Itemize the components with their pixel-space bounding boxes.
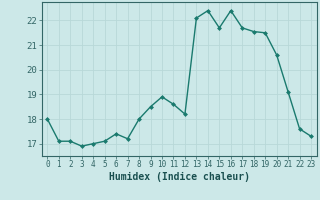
- X-axis label: Humidex (Indice chaleur): Humidex (Indice chaleur): [109, 172, 250, 182]
